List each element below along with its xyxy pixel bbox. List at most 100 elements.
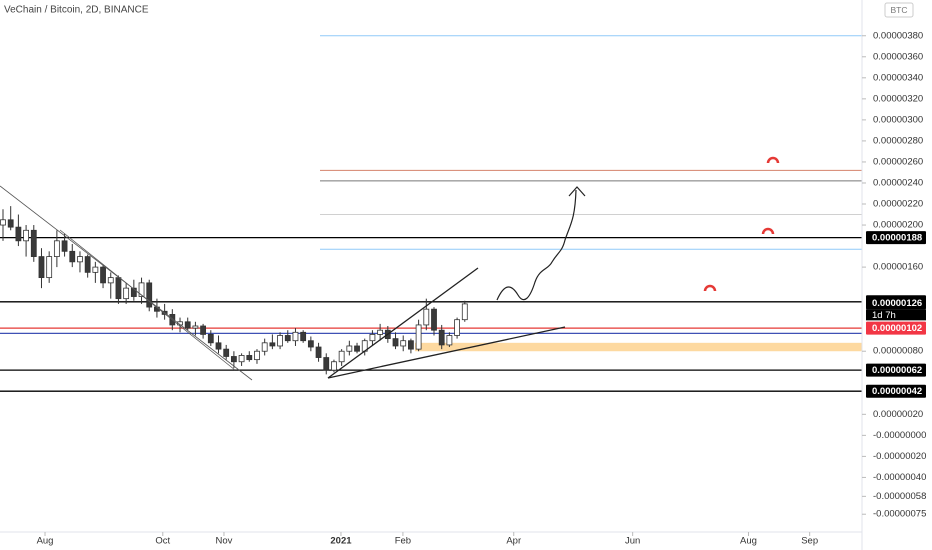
candle-body bbox=[46, 256, 53, 279]
currency-box[interactable] bbox=[884, 2, 914, 18]
candle-body bbox=[100, 266, 106, 284]
candle-body bbox=[107, 277, 114, 284]
y-tick-label: -0.00000040 bbox=[873, 472, 926, 483]
candle-body bbox=[423, 308, 430, 326]
y-tick-label: -0.00000075 bbox=[873, 509, 926, 520]
candle-body bbox=[130, 287, 137, 297]
countdown: 1d 7h bbox=[872, 310, 896, 321]
price-tag bbox=[866, 296, 926, 310]
y-tick-label: 0.00000380 bbox=[873, 30, 923, 41]
candle-body bbox=[146, 282, 153, 308]
alert-icon bbox=[761, 227, 775, 235]
candle-body bbox=[61, 240, 68, 252]
currency-label: BTC bbox=[891, 5, 908, 15]
alert-icon bbox=[766, 156, 780, 164]
candle-body bbox=[369, 334, 376, 342]
y-tick-label: 0.00000260 bbox=[873, 156, 923, 167]
y-tick-label: 0.00000220 bbox=[873, 199, 923, 210]
y-tick-label: 0.00000160 bbox=[873, 262, 923, 273]
candle-body bbox=[323, 357, 330, 371]
y-tick-label: 0.00000340 bbox=[873, 72, 923, 83]
arrow-head bbox=[568, 186, 586, 197]
plot-area bbox=[0, 35, 862, 392]
candle-body bbox=[307, 340, 314, 348]
candle-body bbox=[338, 350, 345, 363]
zone bbox=[415, 342, 862, 352]
candle-body bbox=[446, 335, 453, 346]
candle-body bbox=[269, 342, 276, 347]
candle-body bbox=[53, 240, 60, 257]
x-tick-label: Aug bbox=[37, 536, 54, 547]
y-tick-label: 0.00000300 bbox=[873, 114, 923, 125]
x-tick-label: Feb bbox=[395, 536, 411, 547]
candle-body bbox=[261, 342, 268, 352]
candle-body bbox=[69, 250, 76, 263]
drawings bbox=[0, 185, 586, 381]
symbol-title: VeChain / Bitcoin, 2D, BINANCE bbox=[4, 5, 149, 16]
icons bbox=[703, 156, 780, 292]
candle-body bbox=[415, 324, 422, 350]
candle-body bbox=[354, 345, 360, 352]
candle-body bbox=[246, 355, 253, 361]
candle-body bbox=[230, 356, 237, 363]
price-tag bbox=[866, 321, 926, 335]
y-tick-label: -0.00000058 bbox=[873, 491, 926, 502]
y-tick-label: 0.00000360 bbox=[873, 51, 923, 62]
candle-body bbox=[200, 325, 207, 335]
candle-body bbox=[77, 256, 83, 263]
candle-body bbox=[207, 334, 214, 344]
candle-body bbox=[238, 355, 245, 363]
price-tag-label: 0.00000042 bbox=[872, 386, 922, 397]
candle-body bbox=[454, 319, 460, 336]
candle-body bbox=[84, 256, 91, 273]
price-tag-label: 0.00000102 bbox=[872, 323, 922, 334]
y-tick-label: -0.00000000 bbox=[873, 430, 926, 441]
candle-body bbox=[292, 331, 299, 342]
candle-body bbox=[254, 350, 260, 361]
candle-body bbox=[392, 338, 399, 347]
y-tick-label: 0.00000080 bbox=[873, 346, 923, 357]
candle-body bbox=[115, 277, 122, 300]
candle-body bbox=[92, 266, 99, 273]
y-tick-label: 0.00000020 bbox=[873, 409, 923, 420]
candle-body bbox=[0, 219, 6, 226]
price-tag-label: 0.00000188 bbox=[872, 233, 922, 244]
price-tag bbox=[866, 384, 926, 398]
price-tag bbox=[866, 231, 926, 245]
wedge-line bbox=[327, 267, 479, 379]
y-tick-label: 0.00000320 bbox=[873, 93, 923, 104]
price-tag bbox=[866, 363, 926, 377]
x-tick-label: Oct bbox=[155, 536, 170, 547]
candle-body bbox=[377, 329, 384, 335]
candle-body bbox=[184, 321, 191, 329]
y-tick-label: 0.00000240 bbox=[873, 177, 923, 188]
countdown-box bbox=[866, 309, 926, 321]
x-tick-label: Aug bbox=[740, 536, 757, 547]
x-tick-label: Jun bbox=[625, 536, 640, 547]
candle-body bbox=[7, 219, 14, 228]
x-tick-label: 2021 bbox=[330, 536, 352, 547]
candle-body bbox=[315, 346, 322, 358]
y-tick-label: -0.00000020 bbox=[873, 451, 926, 462]
candle-body bbox=[300, 331, 307, 342]
y-tick-label: 0.00000280 bbox=[873, 135, 923, 146]
candle-body bbox=[215, 342, 222, 350]
candle-body bbox=[15, 226, 22, 242]
candle-body bbox=[331, 361, 337, 371]
candle-body bbox=[23, 229, 29, 242]
candle-body bbox=[408, 340, 414, 350]
projection-arrow bbox=[496, 189, 577, 301]
candle-body bbox=[138, 282, 145, 297]
candle-body bbox=[431, 308, 437, 331]
y-tick-label: 0.00000200 bbox=[873, 220, 923, 231]
price-axis: 0.00000380 0.00000360 0.00000340 0.00000320… bbox=[862, 30, 926, 520]
channel-line bbox=[59, 229, 236, 371]
candle-body bbox=[223, 348, 230, 357]
x-tick-label: Sep bbox=[801, 536, 818, 547]
candle-body bbox=[123, 287, 130, 300]
x-tick-label: Nov bbox=[216, 536, 233, 547]
candle-body bbox=[438, 329, 445, 346]
candle-body bbox=[192, 325, 199, 329]
